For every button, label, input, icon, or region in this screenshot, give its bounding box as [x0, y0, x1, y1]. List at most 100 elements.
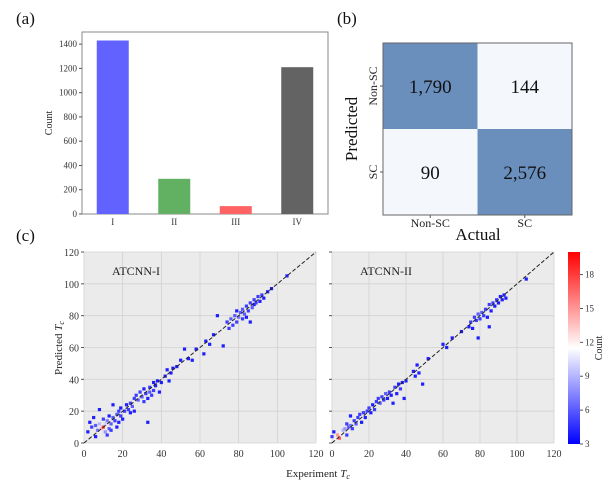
bar-ytick-label: 800: [64, 112, 78, 122]
hexbin-cell: [398, 387, 403, 391]
hexbin-cell: [136, 398, 140, 402]
hexbin-cell: [350, 427, 354, 431]
hexbin-cell: [103, 422, 107, 426]
bar-xtick-label: I: [111, 217, 114, 227]
cm-ylabel: Predicted: [342, 96, 361, 161]
hexbin-cell: [367, 406, 371, 410]
hexbin-cell: [356, 415, 360, 420]
hexbin-cell: [88, 420, 92, 424]
scatter-xtick-label: 0: [330, 449, 335, 460]
hexbin-cell: [471, 326, 475, 330]
hexbin-cell: [262, 296, 266, 300]
scatter-xtick-label: 60: [438, 449, 448, 460]
subplot-title: ATCNN-I: [112, 264, 160, 278]
hexbin-cell: [487, 302, 491, 307]
scatter-ytick-label: 100: [64, 280, 79, 291]
hexbin-cell: [360, 420, 364, 424]
hexbin-cell: [413, 374, 417, 378]
hexbin-cell: [157, 390, 161, 394]
hexbin-cell: [502, 293, 506, 297]
hexbin-cell: [128, 411, 132, 415]
colorbar-tick-label: 15: [585, 303, 595, 313]
hexbin-cell: [165, 368, 169, 372]
cm-row-label: SC: [366, 165, 380, 180]
hexbin-cell: [285, 274, 289, 278]
colorbar-tick-label: 18: [585, 270, 595, 280]
hexbin-cell: [186, 357, 190, 361]
hexbin-cell: [476, 312, 480, 316]
hexbin-cell: [260, 293, 264, 297]
hexbin-cell: [380, 395, 384, 399]
hexbin-cell: [343, 427, 347, 431]
hexbin-cell: [103, 430, 107, 434]
hexbin-cell: [489, 309, 493, 313]
bar-xtick-label: III: [231, 217, 240, 227]
hexbin-cell: [504, 296, 508, 300]
scatter-xtick-label: 60: [195, 449, 205, 460]
bar-IV: [281, 67, 314, 214]
hexbin-cell: [345, 422, 349, 426]
cm-cell: [383, 129, 478, 215]
hexbin-cell: [493, 304, 497, 308]
hexbin-cell: [246, 309, 250, 313]
hexbin-cell: [95, 428, 100, 432]
hexbin-cell: [395, 392, 399, 396]
hexbin-cell: [491, 301, 495, 305]
scatter-ytick-label: 120: [64, 248, 79, 259]
panel-label-b: (b): [337, 9, 357, 28]
hexbin-cell: [148, 385, 152, 389]
hexbin-cell: [372, 407, 377, 412]
hexbin-cell: [190, 358, 194, 362]
bar-ytick-label: 0: [73, 209, 78, 219]
panel-label-a: (a): [16, 9, 35, 28]
hexbin-cell: [378, 401, 382, 405]
hexbin-cell: [235, 320, 239, 324]
colorbar-label: Count: [594, 336, 605, 361]
hexbin-cell: [101, 417, 105, 421]
hexbin-cell: [524, 277, 528, 281]
scatter-xtick-label: 80: [234, 449, 244, 460]
hexbin-cell: [153, 384, 158, 388]
hexbin-cell: [115, 412, 119, 416]
hexbin-cell: [155, 379, 160, 383]
hexbin-cell: [105, 433, 109, 437]
hexbin-cell: [358, 412, 362, 416]
hexbin-cell: [152, 388, 156, 393]
hexbin-cell: [179, 358, 183, 362]
hexbin-cell: [231, 323, 235, 327]
hexbin-cell: [128, 401, 132, 405]
scatter-ytick-label: 80: [69, 312, 79, 323]
hexbin-cell: [115, 425, 119, 429]
hexbin-cell: [146, 420, 150, 424]
cm-cell-value: 2,576: [503, 163, 546, 184]
scatter-xtick-label: 20: [364, 449, 374, 460]
hexbin-cell: [472, 315, 477, 319]
hexbin-cell: [476, 336, 480, 340]
hexbin-cell: [495, 298, 499, 302]
hexbin-cell: [134, 393, 138, 397]
cm-col-label: Non-SC: [411, 216, 450, 230]
scatter-ytick-label: 20: [69, 407, 79, 418]
hexbin-cell: [146, 396, 150, 401]
hexbin-cell: [417, 371, 421, 375]
bar-ytick-label: 1200: [59, 63, 78, 73]
hexbin-cell: [244, 315, 248, 319]
colorbar-tick-label: 6: [585, 405, 590, 415]
hexbin-cell: [171, 366, 175, 370]
colorbar-tick-label: 9: [585, 371, 590, 381]
hexbin-cell: [150, 393, 154, 397]
hexbin-cell: [211, 333, 216, 337]
hexbin-cell: [215, 314, 219, 318]
hexbin-cell: [227, 326, 231, 330]
hexbin-cell: [182, 347, 187, 351]
confusion-matrix-frame: [382, 42, 573, 216]
hexbin-cell: [374, 400, 378, 404]
hexbin-cell: [97, 407, 102, 412]
scatter-xtick-label: 0: [82, 449, 87, 460]
identity-line: [83, 251, 317, 444]
hexbin-cell: [389, 393, 393, 397]
hexbin-cell: [334, 438, 338, 442]
cm-cell-value: 90: [421, 163, 440, 184]
hexbin-cell: [426, 357, 430, 361]
